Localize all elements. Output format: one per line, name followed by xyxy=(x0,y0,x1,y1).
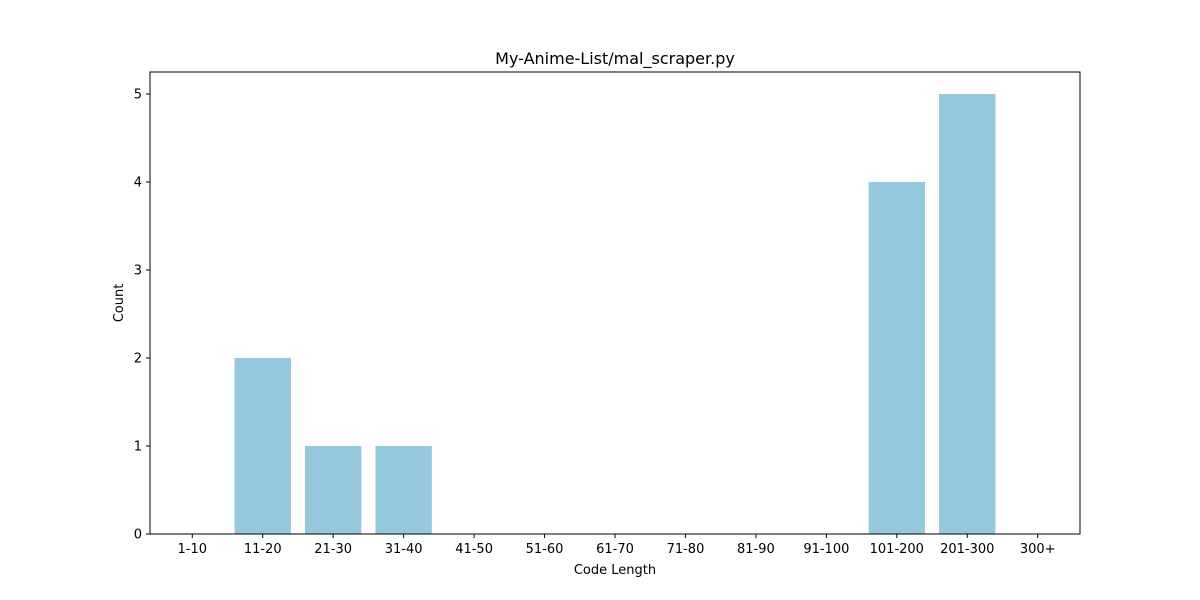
x-tick-label: 300+ xyxy=(1020,542,1056,557)
x-tick-label: 41-50 xyxy=(455,542,493,557)
y-tick-label: 4 xyxy=(134,176,142,191)
bar-101-200 xyxy=(868,182,925,534)
x-tick-label: 31-40 xyxy=(385,542,423,557)
bar-11-20 xyxy=(234,358,291,534)
x-tick-label: 201-300 xyxy=(940,542,994,557)
chart-title: My-Anime-List/mal_scraper.py xyxy=(495,49,735,69)
bar-21-30 xyxy=(305,446,362,534)
x-tick-label: 61-70 xyxy=(596,542,634,557)
x-tick-label: 81-90 xyxy=(737,542,775,557)
y-axis: 0 1 2 3 4 5 xyxy=(134,88,150,543)
x-tick-label: 91-100 xyxy=(803,542,849,557)
bar-201-300 xyxy=(939,94,996,534)
x-axis-title: Code Length xyxy=(574,563,656,578)
x-axis: 1-10 11-20 21-30 31-40 41-50 51-60 61-70 71-80 8… xyxy=(178,534,1056,557)
x-tick-label: 21-30 xyxy=(314,542,352,557)
y-axis-title: Count xyxy=(112,284,127,323)
y-tick-label: 1 xyxy=(134,440,142,455)
y-tick-label: 0 xyxy=(134,528,142,543)
x-tick-label: 71-80 xyxy=(667,542,705,557)
x-tick-label: 101-200 xyxy=(870,542,924,557)
y-tick-label: 2 xyxy=(134,352,142,367)
y-tick-label: 3 xyxy=(134,264,142,279)
x-tick-label: 51-60 xyxy=(526,542,564,557)
x-tick-label: 11-20 xyxy=(244,542,282,557)
x-tick-label: 1-10 xyxy=(178,542,208,557)
y-tick-label: 5 xyxy=(134,88,142,103)
bars-group xyxy=(234,94,996,534)
bar-31-40 xyxy=(375,446,432,534)
